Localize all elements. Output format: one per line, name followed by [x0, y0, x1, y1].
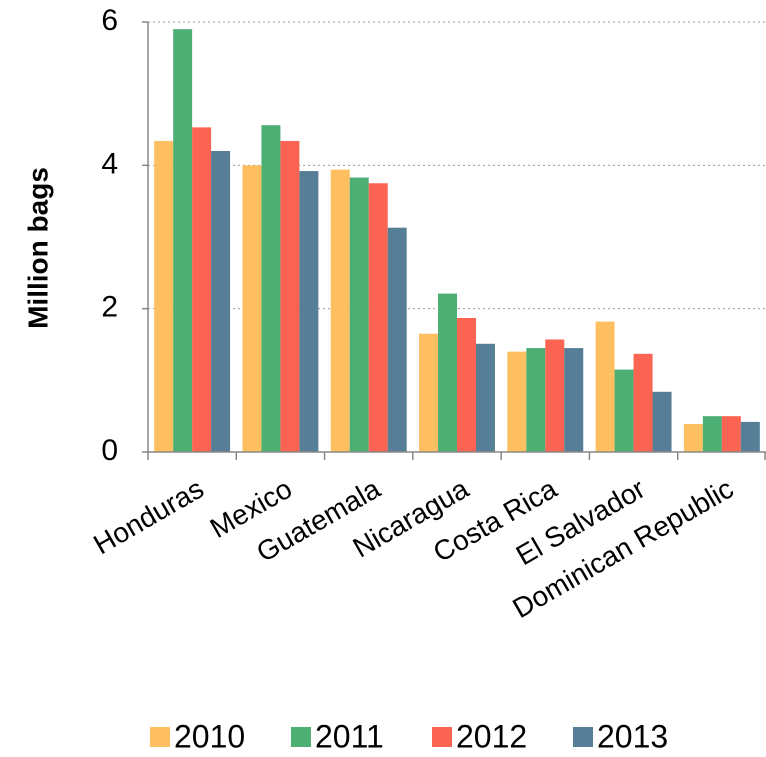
bar: [173, 29, 193, 453]
legend-label: 2011: [315, 718, 384, 754]
bar: [242, 165, 262, 453]
bar: [526, 348, 546, 452]
bar: [419, 333, 439, 452]
bar: [721, 416, 741, 452]
legend-swatch: [432, 727, 452, 747]
x-tick-label: Honduras: [88, 473, 209, 561]
bar: [457, 317, 476, 452]
bar: [261, 125, 281, 452]
bar: [652, 391, 672, 452]
legend-swatch: [573, 727, 593, 747]
y-tick-label: 4: [101, 147, 118, 180]
bar: [387, 227, 407, 452]
bar: [564, 348, 584, 452]
y-tick-label: 2: [101, 291, 118, 324]
bar: [154, 140, 174, 452]
bar: [475, 343, 495, 452]
legend-label: 2013: [597, 718, 668, 754]
legend-label: 2012: [456, 718, 527, 754]
bar: [211, 151, 231, 452]
bar: [740, 421, 760, 452]
bar: [683, 424, 703, 452]
bar: [595, 321, 615, 452]
bar: [349, 177, 369, 452]
y-tick-label: 0: [101, 434, 118, 467]
bar: [633, 353, 653, 452]
y-tick-label: 6: [101, 4, 118, 37]
legend-swatch: [150, 727, 170, 747]
bar: [299, 171, 319, 453]
bar: [192, 127, 212, 452]
bar: [614, 369, 634, 452]
legend-label: 2010: [174, 718, 245, 754]
legend-swatch: [291, 727, 311, 747]
bar: [702, 416, 722, 452]
y-axis-label: Million bags: [22, 167, 53, 329]
bar: [545, 339, 565, 452]
bar: [280, 140, 300, 452]
bar: [368, 183, 388, 452]
bar: [507, 351, 527, 452]
bar: [438, 293, 457, 452]
bar: [330, 169, 350, 452]
